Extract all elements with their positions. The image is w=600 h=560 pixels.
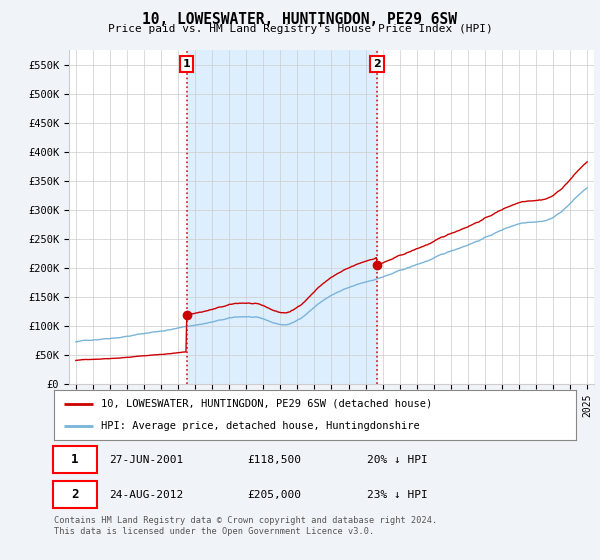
Text: 2: 2 [373, 59, 381, 69]
Text: 27-JUN-2001: 27-JUN-2001 [109, 455, 183, 465]
Text: 10, LOWESWATER, HUNTINGDON, PE29 6SW: 10, LOWESWATER, HUNTINGDON, PE29 6SW [143, 12, 458, 27]
Text: 10, LOWESWATER, HUNTINGDON, PE29 6SW (detached house): 10, LOWESWATER, HUNTINGDON, PE29 6SW (de… [101, 399, 432, 409]
Text: 24-AUG-2012: 24-AUG-2012 [109, 489, 183, 500]
Text: £205,000: £205,000 [247, 489, 301, 500]
Text: 2: 2 [71, 488, 79, 501]
Text: 1: 1 [71, 453, 79, 466]
Text: HPI: Average price, detached house, Huntingdonshire: HPI: Average price, detached house, Hunt… [101, 421, 420, 431]
Text: 1: 1 [183, 59, 190, 69]
Bar [187, 50, 377, 384]
Text: Contains HM Land Registry data © Crown copyright and database right 2024.
This d: Contains HM Land Registry data © Crown c… [54, 516, 437, 536]
Text: 20% ↓ HPI: 20% ↓ HPI [367, 455, 428, 465]
FancyBboxPatch shape [53, 481, 97, 508]
Text: £118,500: £118,500 [247, 455, 301, 465]
FancyBboxPatch shape [53, 446, 97, 473]
Text: Price paid vs. HM Land Registry's House Price Index (HPI): Price paid vs. HM Land Registry's House … [107, 24, 493, 34]
Text: 23% ↓ HPI: 23% ↓ HPI [367, 489, 428, 500]
